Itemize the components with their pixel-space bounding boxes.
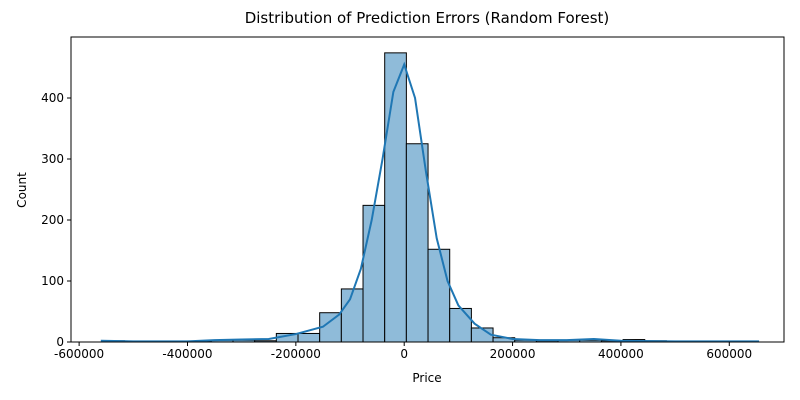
bar: [449, 307, 472, 343]
bar: [362, 204, 386, 343]
y-tick-label: 300: [41, 152, 64, 166]
x-tick-label: 600000: [706, 347, 752, 361]
bar: [297, 332, 321, 343]
y-axis-label: Count: [15, 172, 29, 208]
y-tick-label: 0: [56, 335, 64, 349]
bar: [405, 143, 429, 343]
chart-title: Distribution of Prediction Errors (Rando…: [245, 9, 610, 27]
y-tick-label: 400: [41, 91, 64, 105]
x-tick-label: 400000: [598, 347, 644, 361]
plot-frame: [70, 36, 785, 343]
x-axis-label: Price: [412, 371, 441, 385]
x-tick-label: 200000: [490, 347, 536, 361]
bar: [427, 248, 451, 343]
x-tick-label: 0: [400, 347, 408, 361]
x-tick-label: -200000: [271, 347, 321, 361]
bar: [340, 288, 364, 343]
x-tick-label: -600000: [54, 347, 104, 361]
x-tick-label: -400000: [162, 347, 212, 361]
y-tick-label: 200: [41, 213, 64, 227]
kde-line: [100, 61, 760, 343]
bar: [384, 52, 407, 343]
y-tick-label: 100: [41, 274, 64, 288]
